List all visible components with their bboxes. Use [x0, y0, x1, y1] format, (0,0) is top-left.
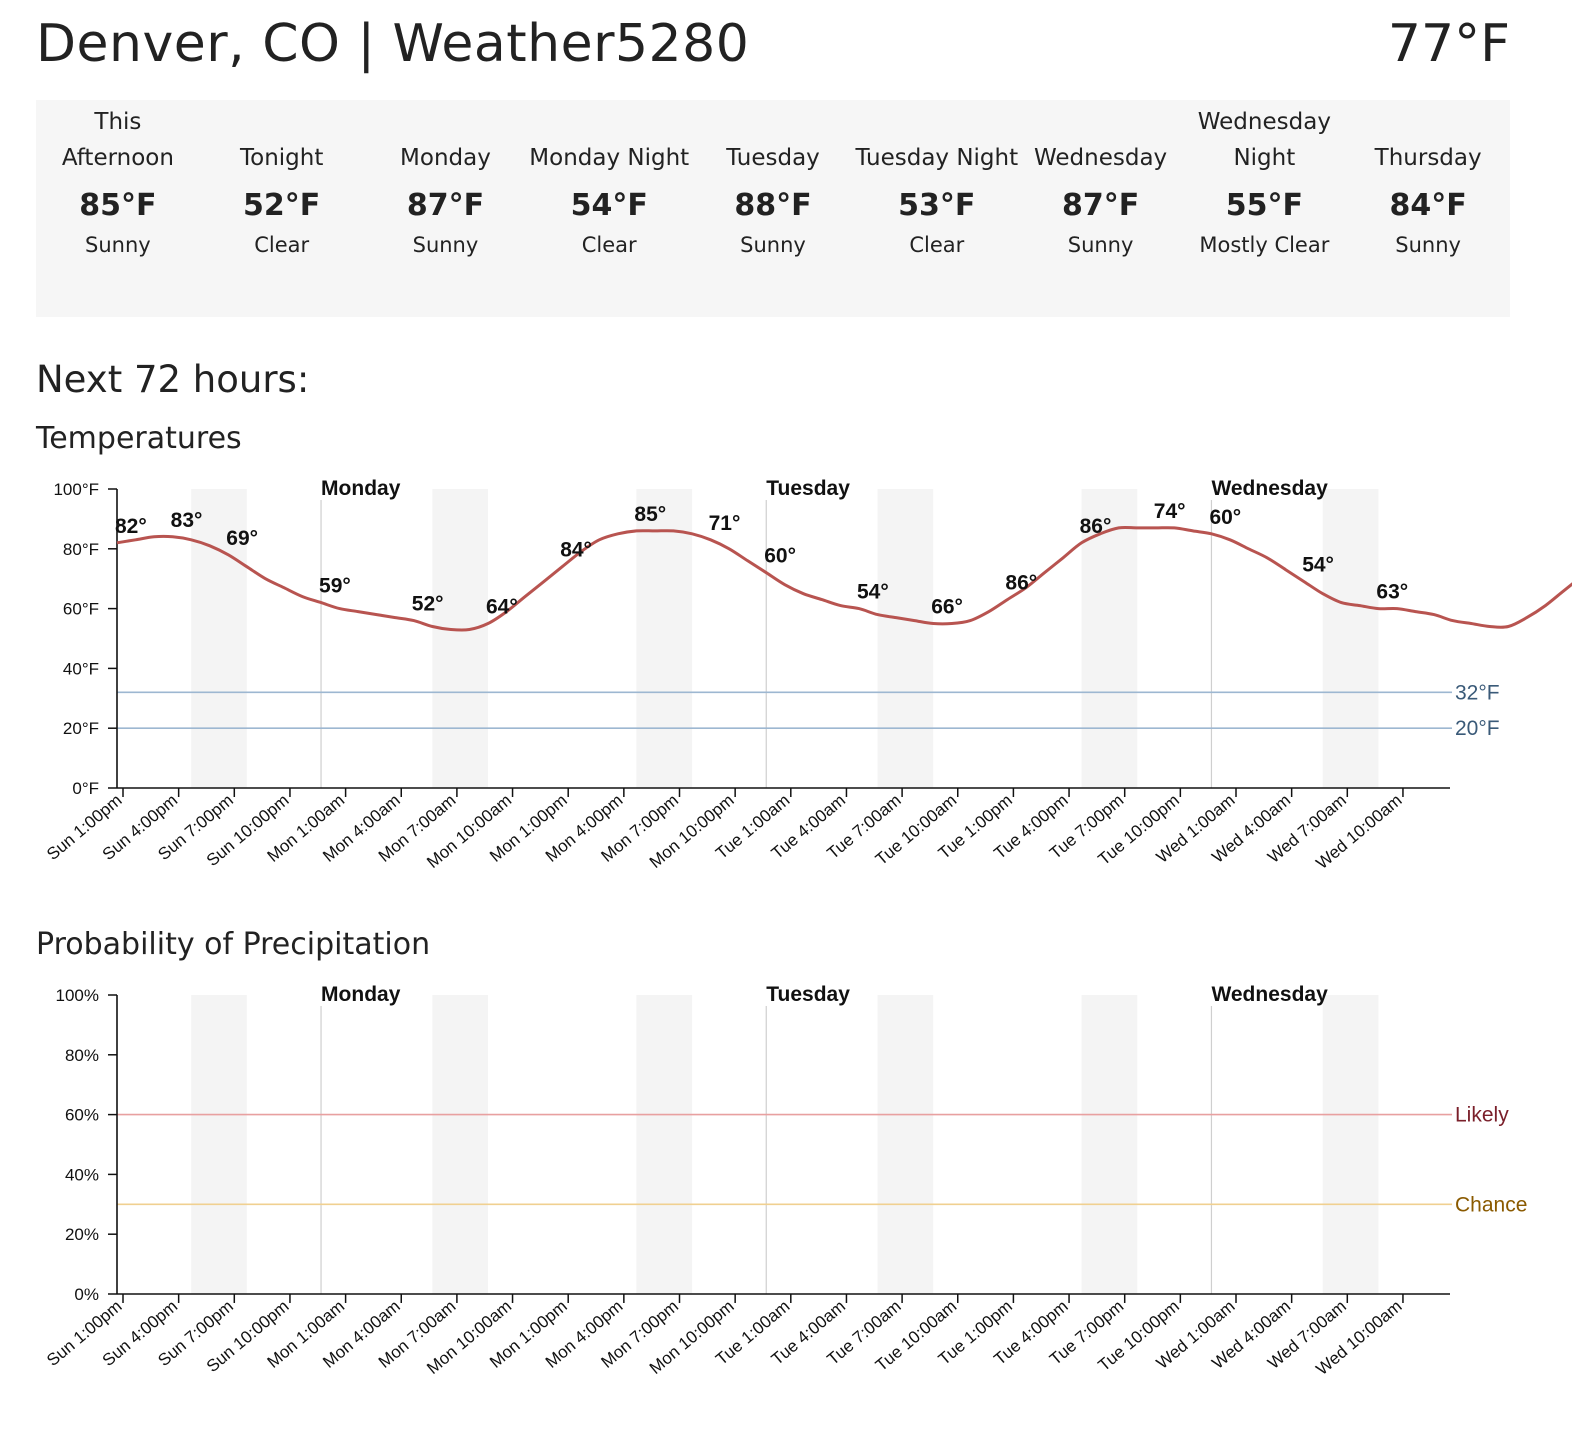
forecast-period: Wednesday Night 55°F Mostly Clear [1182, 100, 1346, 317]
forecast-period: Tonight 52°F Clear [200, 100, 364, 317]
period-condition: Mostly Clear [1199, 233, 1330, 257]
forecast-strip: This Afternoon 85°F Sunny Tonight 52°F Clear M… [36, 100, 1510, 317]
period-name: Tonight [239, 145, 324, 171]
y-tick-label: 60°F [63, 600, 99, 619]
night-band [636, 489, 693, 788]
reference-line-label: 32°F [1455, 681, 1500, 704]
data-label: 54° [857, 581, 889, 604]
data-label: 60° [764, 545, 796, 568]
data-label: 86° [1005, 572, 1037, 595]
period-temperature: 54°F [570, 188, 648, 223]
data-label: 64° [486, 596, 518, 619]
period-name: Wednesday Night [1197, 109, 1331, 171]
temperature-chart: Monday Tuesday Wednesday 32°F 20°F 0°F 20°F 40°… [43, 478, 1572, 873]
reference-line-label: 20°F [1455, 717, 1500, 740]
period-name: Wednesday [1033, 145, 1168, 171]
data-label: 52° [412, 593, 444, 616]
period-name: Monday [400, 145, 491, 171]
data-label: 71° [709, 512, 741, 535]
night-band [1322, 489, 1379, 788]
y-tick-label: 40°F [63, 659, 99, 678]
data-label: 54° [1302, 554, 1334, 577]
section-title: Next 72 hours: [36, 358, 310, 401]
night-band [191, 995, 247, 1294]
forecast-period: This Afternoon 85°F Sunny [36, 100, 200, 317]
forecast-period: Tuesday Night 53°F Clear [855, 100, 1019, 317]
y-tick-label: 80°F [63, 540, 99, 559]
period-name: Monday Night [529, 145, 690, 171]
period-temperature: 87°F [1061, 188, 1140, 223]
day-label: Tuesday [766, 478, 850, 500]
y-tick-label: 0°F [72, 779, 99, 798]
period-temperature: 87°F [406, 188, 485, 223]
period-name: Thursday [1374, 145, 1482, 171]
period-condition: Sunny [85, 233, 151, 257]
period-name: This Afternoon [61, 109, 174, 171]
y-tick-label: 100°F [53, 480, 99, 499]
day-label: Tuesday [766, 984, 850, 1006]
night-band [1081, 995, 1138, 1294]
forecast-period: Monday Night 54°F Clear [527, 100, 691, 317]
period-condition: Clear [909, 233, 965, 257]
forecast-period: Thursday 84°F Sunny [1346, 100, 1510, 317]
data-label: 82° [115, 515, 147, 538]
temperature-line [116, 525, 1572, 632]
page-title: Denver, CO | Weather5280 [36, 14, 750, 74]
data-label: 83° [171, 509, 203, 532]
y-tick-label: 20°F [63, 719, 99, 738]
period-temperature: 53°F [898, 188, 976, 223]
period-condition: Sunny [1395, 233, 1461, 257]
period-temperature: 84°F [1389, 188, 1467, 223]
data-label: 86° [1080, 515, 1112, 538]
y-tick-label: 20% [65, 1225, 99, 1244]
temperature-chart-title: Temperatures [36, 421, 242, 456]
data-label: 84° [560, 539, 592, 562]
reference-line-label: Chance [1455, 1193, 1527, 1216]
day-label: Wednesday [1211, 984, 1328, 1006]
forecast-period: Wednesday 87°F Sunny [1019, 100, 1183, 317]
night-band [432, 489, 488, 788]
period-temperature: 55°F [1225, 188, 1303, 223]
data-label: 66° [931, 596, 963, 619]
night-band [1322, 995, 1379, 1294]
y-tick-label: 0% [74, 1285, 99, 1304]
precipitation-chart: Monday Tuesday Wednesday Likely Chance 0% 20% 4… [43, 984, 1527, 1379]
day-label: Wednesday [1211, 478, 1328, 500]
y-tick-label: 60% [65, 1106, 99, 1125]
period-temperature: 88°F [734, 188, 812, 223]
period-temperature: 85°F [79, 188, 157, 223]
data-label: 85° [634, 503, 666, 526]
current-temperature: 77°F [1387, 14, 1510, 74]
night-band [877, 489, 934, 788]
period-temperature: 52°F [243, 188, 321, 223]
reference-line-label: Likely [1455, 1104, 1509, 1127]
night-band [191, 489, 247, 788]
period-name: Tuesday Night [855, 145, 1019, 171]
period-condition: Sunny [740, 233, 806, 257]
period-condition: Clear [581, 233, 637, 257]
day-label: Monday [321, 478, 401, 500]
y-tick-label: 80% [65, 1046, 99, 1065]
forecast-period: Monday 87°F Sunny [364, 100, 528, 317]
precipitation-chart-title: Probability of Precipitation [36, 927, 431, 962]
period-name: Tuesday [726, 145, 820, 171]
period-condition: Sunny [1067, 233, 1134, 257]
data-label: 59° [319, 575, 351, 598]
y-tick-label: 100% [56, 986, 99, 1005]
data-label: 60° [1209, 506, 1241, 529]
period-condition: Sunny [412, 233, 479, 257]
forecast-period: Tuesday 88°F Sunny [691, 100, 855, 317]
night-band [877, 995, 934, 1294]
night-band [636, 995, 693, 1294]
day-label: Monday [321, 984, 401, 1006]
y-tick-label: 40% [65, 1165, 99, 1184]
data-label: 69° [226, 527, 258, 550]
period-condition: Clear [254, 233, 310, 257]
data-label: 74° [1154, 500, 1186, 523]
data-label: 63° [1376, 581, 1408, 604]
night-band [432, 995, 488, 1294]
